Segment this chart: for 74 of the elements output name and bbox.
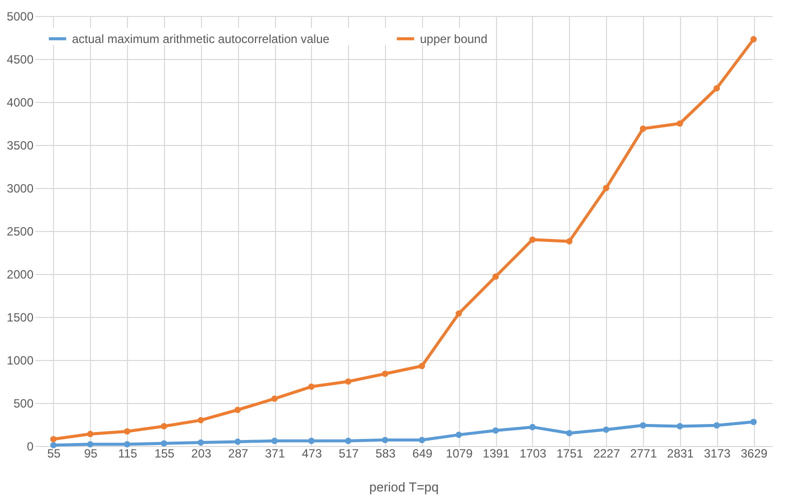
point [345, 438, 352, 444]
point [418, 362, 426, 370]
point [750, 418, 757, 426]
x-tick-label: 3173 [704, 446, 731, 460]
point [382, 436, 388, 444]
y-tick-label: 1000 [6, 354, 34, 368]
point [603, 426, 610, 433]
point [714, 422, 720, 429]
x-tick-label: 3629 [740, 446, 768, 460]
x-tick-label: 115 [118, 446, 138, 460]
point [198, 417, 204, 424]
point [234, 406, 241, 414]
point [124, 428, 130, 435]
x-tick-label: 155 [154, 446, 175, 460]
x-tick-label: 649 [412, 446, 433, 460]
point [676, 423, 684, 430]
point [308, 384, 315, 390]
legend-label: upper bound [420, 32, 488, 46]
point [160, 423, 168, 430]
point [382, 370, 388, 377]
point [456, 310, 462, 317]
y-tick-label: 1500 [6, 310, 34, 324]
point [308, 438, 315, 444]
point [603, 184, 610, 192]
x-tick-label: 473 [302, 446, 322, 460]
x-tick-label: 1391 [482, 446, 510, 460]
x-tick-label: 1079 [446, 446, 473, 460]
x-tick-label: 203 [191, 446, 212, 460]
point [676, 120, 684, 127]
point [87, 430, 94, 438]
point [750, 36, 757, 42]
y-tick-label: 0 [26, 440, 34, 454]
point [87, 441, 94, 448]
y-tick-label: 500 [13, 396, 34, 410]
y-tick-label: 3000 [6, 182, 34, 196]
point [529, 236, 536, 243]
x-tick-label: 2227 [593, 446, 620, 460]
point [271, 438, 278, 444]
point [418, 436, 426, 444]
point [529, 424, 536, 430]
x-tick-label: 371 [265, 446, 286, 460]
y-tick-label: 5000 [6, 10, 34, 24]
x-tick-label: 1751 [556, 446, 584, 460]
point [456, 432, 462, 438]
point [198, 439, 204, 446]
point [566, 238, 572, 244]
x-tick-label: 2831 [667, 446, 694, 460]
point [160, 440, 168, 447]
x-tick-label: 287 [228, 446, 249, 460]
x-tick-label: 95 [84, 446, 98, 460]
point [492, 427, 499, 434]
point [714, 85, 720, 92]
x-axis-title: period T=pq [369, 480, 439, 494]
y-tick-label: 2000 [6, 268, 34, 282]
point [50, 436, 57, 442]
x-tick-label: 583 [376, 446, 396, 460]
point [124, 441, 130, 448]
point [271, 396, 278, 402]
point [566, 430, 572, 436]
x-tick-label: 55 [47, 446, 61, 460]
y-tick-label: 4000 [6, 96, 34, 110]
point [492, 273, 499, 280]
x-tick-label: 2771 [630, 446, 658, 460]
y-tick-label: 3500 [6, 138, 34, 152]
y-tick-label: 2500 [6, 224, 34, 238]
point [234, 438, 241, 445]
point [640, 422, 646, 429]
point [640, 126, 646, 132]
x-tick-label: 1703 [520, 446, 547, 460]
point [50, 442, 57, 448]
point [345, 378, 352, 385]
legend-label: actual maximum arithmetic autocorrelation value [72, 32, 330, 46]
x-tick-label: 517 [338, 446, 360, 460]
y-tick-label: 4500 [6, 52, 34, 66]
